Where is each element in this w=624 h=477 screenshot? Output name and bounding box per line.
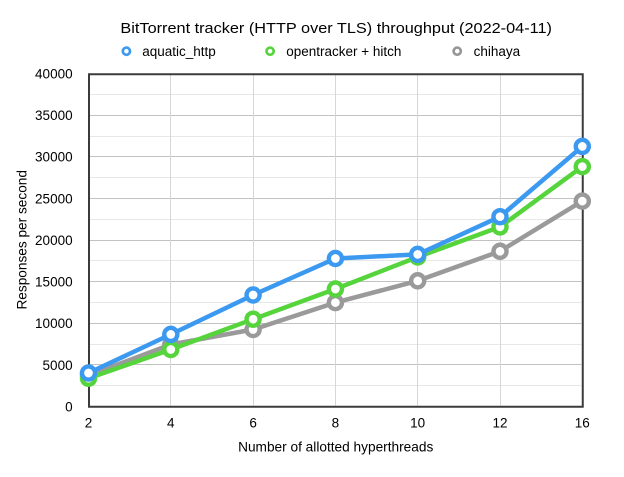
svg-text:5000: 5000 (43, 358, 73, 373)
svg-text:25000: 25000 (35, 191, 73, 206)
svg-text:16: 16 (575, 415, 590, 430)
svg-text:10: 10 (410, 415, 425, 430)
svg-text:opentracker + hitch: opentracker + hitch (286, 44, 401, 59)
svg-text:0: 0 (65, 399, 73, 414)
svg-text:chihaya: chihaya (474, 44, 521, 59)
svg-text:20000: 20000 (35, 233, 73, 248)
svg-text:4: 4 (167, 415, 175, 430)
svg-text:aquatic_http: aquatic_http (142, 44, 216, 59)
svg-text:8: 8 (332, 415, 340, 430)
svg-text:15000: 15000 (35, 275, 73, 290)
svg-text:BitTorrent tracker (HTTP over: BitTorrent tracker (HTTP over TLS) throu… (120, 20, 552, 37)
svg-text:Responses per second: Responses per second (14, 170, 30, 309)
svg-text:6: 6 (249, 415, 257, 430)
svg-text:Number of allotted hyperthread: Number of allotted hyperthreads (238, 439, 433, 455)
svg-text:30000: 30000 (35, 150, 73, 165)
svg-text:2: 2 (85, 415, 93, 430)
svg-text:10000: 10000 (35, 316, 73, 331)
svg-text:40000: 40000 (35, 66, 73, 81)
svg-text:35000: 35000 (35, 108, 73, 123)
svg-text:12: 12 (492, 415, 507, 430)
